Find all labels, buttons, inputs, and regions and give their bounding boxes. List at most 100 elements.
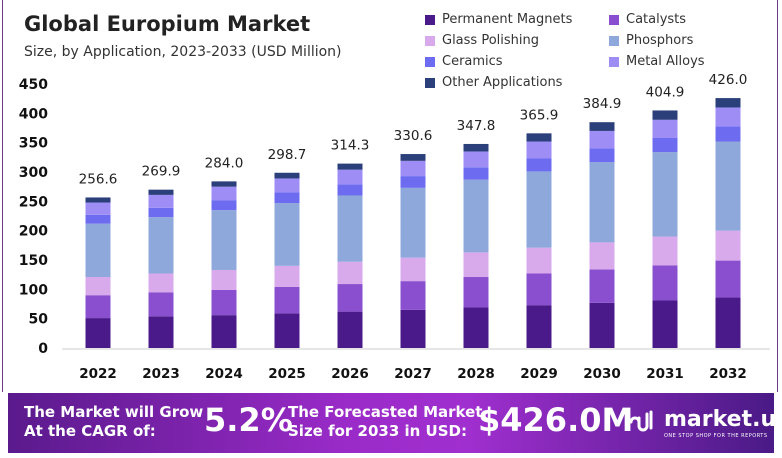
forecast-value: $426.0M <box>478 401 634 439</box>
legend-label: Other Applications <box>442 75 563 90</box>
x-tick-label: 2027 <box>394 366 432 382</box>
bar-segment <box>337 284 363 312</box>
bar-segment <box>652 236 678 266</box>
cagr-value: 5.2% <box>204 401 293 439</box>
bar-segment <box>652 152 678 237</box>
bar-segment <box>211 210 237 270</box>
bar-segment <box>652 265 678 301</box>
bar-segment <box>589 269 615 303</box>
x-tick-label: 2026 <box>331 366 369 382</box>
x-tick-label: 2025 <box>268 366 306 382</box>
bar-segment <box>148 194 174 208</box>
bar-segment <box>715 260 741 298</box>
bar-segment <box>274 286 300 314</box>
bar-segment <box>526 133 552 142</box>
bar-segment <box>652 110 678 120</box>
cagr-label: The Market will Grow At the CAGR of: <box>24 403 204 440</box>
y-tick-label: 0 <box>38 341 48 357</box>
bar-segment <box>526 141 552 159</box>
legend-item: Glass Polishing <box>425 33 539 48</box>
x-tick-label: 2029 <box>520 366 558 382</box>
bar-segment <box>274 203 300 266</box>
bar-segment <box>85 202 111 215</box>
legend-label: Permanent Magnets <box>442 12 573 27</box>
bar-segment <box>274 192 300 204</box>
bar-segment <box>589 148 615 163</box>
bar-segment <box>337 184 363 196</box>
bar-segment <box>589 130 615 149</box>
total-label: 284.0 <box>205 155 244 171</box>
bar-segment <box>400 187 426 258</box>
y-tick-label: 450 <box>19 77 48 93</box>
bar-segment <box>148 273 174 293</box>
bar-segment <box>337 311 363 348</box>
total-label: 314.3 <box>331 138 370 154</box>
bar-segment <box>85 223 111 278</box>
bar-segment <box>463 252 489 278</box>
legend-swatch <box>609 14 619 25</box>
bar-segment <box>589 242 615 270</box>
legend-item: Phosphors <box>609 33 693 48</box>
bar-segment <box>274 178 300 193</box>
bar-segment <box>589 122 615 131</box>
legend-label: Ceramics <box>442 54 503 69</box>
y-tick-label: 250 <box>19 194 48 210</box>
y-tick-label: 300 <box>19 165 48 181</box>
total-label: 426.0 <box>709 72 748 88</box>
legend-item: Other Applications <box>425 75 562 90</box>
bar-segment <box>85 197 111 203</box>
footer-banner: The Market will Grow At the CAGR of: 5.2%… <box>8 393 782 453</box>
brand-tagline: ONE STOP SHOP FOR THE REPORTS <box>664 433 768 439</box>
x-tick-label: 2032 <box>709 366 747 382</box>
total-label: 347.8 <box>457 118 496 134</box>
bar-segment <box>85 295 111 319</box>
bar-segment <box>148 207 174 218</box>
bar-segment <box>463 167 489 180</box>
bar-segment <box>148 217 174 274</box>
bar-segment <box>400 257 426 282</box>
bar-segment <box>589 162 615 243</box>
chart-frame <box>2 0 778 392</box>
bar-segment <box>148 189 174 195</box>
total-label: 256.6 <box>79 171 118 187</box>
x-tick-label: 2031 <box>646 366 684 382</box>
total-label: 298.7 <box>268 147 307 163</box>
bar-segment <box>337 261 363 285</box>
bar-segment <box>715 107 741 127</box>
y-tick-label: 100 <box>19 282 48 298</box>
legend-swatch <box>609 35 619 46</box>
forecast-label: The Forecasted Market Size for 2033 in US… <box>288 403 483 440</box>
bar-segment <box>526 305 552 348</box>
legend-label: Catalysts <box>626 12 687 27</box>
bar-segment <box>400 281 426 310</box>
bar-segment <box>337 169 363 185</box>
bar-segment <box>85 214 111 224</box>
total-label: 384.9 <box>583 96 622 112</box>
bar-segment <box>526 247 552 274</box>
total-label: 404.9 <box>646 84 685 100</box>
bar-segment <box>715 141 741 231</box>
bar-segment <box>715 126 741 142</box>
stacked-bar-chart: 0 50 100 150 200 250 300 350 400 450 256.6 2022 269.… <box>19 72 770 382</box>
bar-segment <box>85 277 111 296</box>
brand-logo-icon <box>629 410 653 431</box>
bar-segment <box>463 143 489 152</box>
y-tick-label: 350 <box>19 136 48 152</box>
x-tick-label: 2024 <box>205 366 243 382</box>
bar-segment <box>463 151 489 168</box>
bar-segment <box>715 297 741 348</box>
bar-segment <box>274 172 300 179</box>
legend-item: Ceramics <box>425 54 503 69</box>
legend-label: Glass Polishing <box>442 33 539 48</box>
brand-name: market.us <box>664 407 782 432</box>
bar-segment <box>211 200 237 211</box>
bar-segment <box>211 186 237 201</box>
bar-segment <box>337 195 363 262</box>
total-label: 330.6 <box>394 128 433 144</box>
bar-segment <box>652 119 678 138</box>
bar-segment <box>463 307 489 348</box>
bar-segment <box>211 181 237 187</box>
legend-swatch <box>609 56 619 67</box>
y-tick-label: 50 <box>29 312 49 328</box>
bar-segment <box>211 315 237 348</box>
